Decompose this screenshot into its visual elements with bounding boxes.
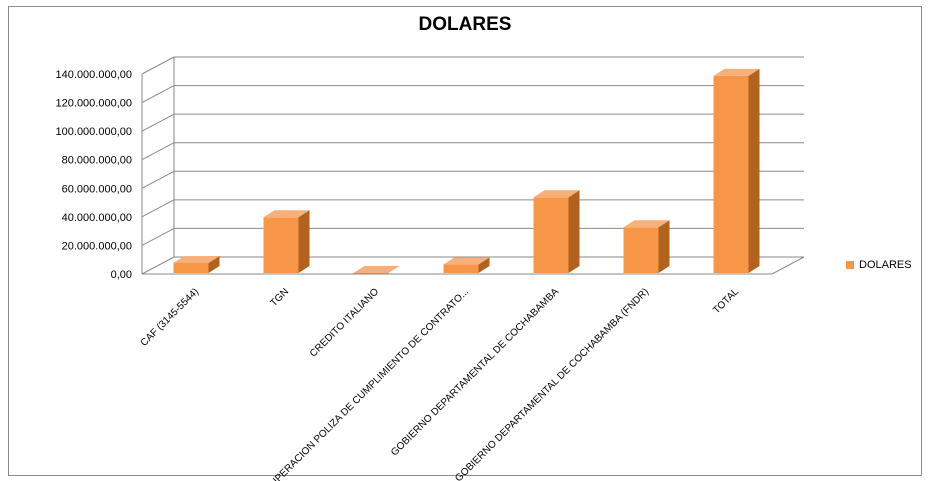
gridline-side bbox=[141, 227, 175, 246]
chart-frame bbox=[8, 6, 922, 476]
bar-top bbox=[173, 256, 220, 263]
bar bbox=[533, 197, 569, 273]
y-tick-label: 140.000.000,00 bbox=[56, 69, 132, 81]
bar bbox=[173, 263, 209, 273]
x-tick-label: RECUPERACION POLIZA DE CUMPLIMIENTO DE C… bbox=[253, 286, 471, 481]
x-tick-label: CAF (3145-5544) bbox=[139, 286, 201, 348]
gridline-side bbox=[141, 56, 175, 75]
x-tick-label: TOTAL bbox=[711, 286, 741, 316]
gridline-side bbox=[141, 170, 175, 189]
y-tick-label: 120.000.000,00 bbox=[56, 98, 132, 110]
bar-side bbox=[568, 190, 580, 273]
legend-swatch bbox=[846, 261, 854, 269]
gridline-side bbox=[141, 113, 175, 132]
bar-side bbox=[748, 68, 760, 273]
bar bbox=[623, 227, 659, 273]
y-tick-label: 20.000.000,00 bbox=[62, 240, 132, 252]
gridline-side bbox=[141, 85, 175, 104]
x-tick-label: CREDITO ITALIANO bbox=[308, 286, 381, 359]
x-tick-label: TGN bbox=[268, 286, 291, 309]
x-tick-label: GOBIERNO DEPARTAMENTAL DE COCHABAMBA (FN… bbox=[453, 286, 651, 481]
legend-label: DOLARES bbox=[859, 259, 912, 271]
bar-side bbox=[208, 256, 220, 273]
bar-top bbox=[353, 266, 400, 273]
y-tick-label: 80.000.000,00 bbox=[62, 155, 132, 167]
y-tick-label: 40.000.000,00 bbox=[62, 212, 132, 224]
x-tick-label: GOBIERNO DEPARTAMENTAL DE COCHABAMBA bbox=[389, 286, 561, 458]
bar-top bbox=[533, 190, 580, 198]
bar-top bbox=[713, 68, 760, 76]
y-tick-label: 100.000.000,00 bbox=[56, 126, 132, 138]
bar bbox=[353, 273, 389, 274]
y-tick-label: 60.000.000,00 bbox=[62, 183, 132, 195]
gridline-side bbox=[141, 142, 175, 161]
bar bbox=[713, 75, 749, 273]
bar-side bbox=[298, 210, 310, 273]
bar-top bbox=[623, 220, 670, 228]
gridline-side bbox=[141, 199, 175, 218]
legend: DOLARES bbox=[846, 259, 912, 271]
bar-side bbox=[658, 220, 670, 273]
floor-edge bbox=[771, 256, 805, 275]
gridline-side bbox=[141, 256, 175, 275]
bar bbox=[263, 217, 299, 273]
bar-top bbox=[443, 257, 490, 265]
bar bbox=[443, 264, 479, 273]
y-tick-label: 0,00 bbox=[111, 269, 132, 281]
chart-title: DOLARES bbox=[418, 14, 512, 35]
bar-top bbox=[263, 210, 310, 218]
bar-side bbox=[478, 257, 490, 273]
